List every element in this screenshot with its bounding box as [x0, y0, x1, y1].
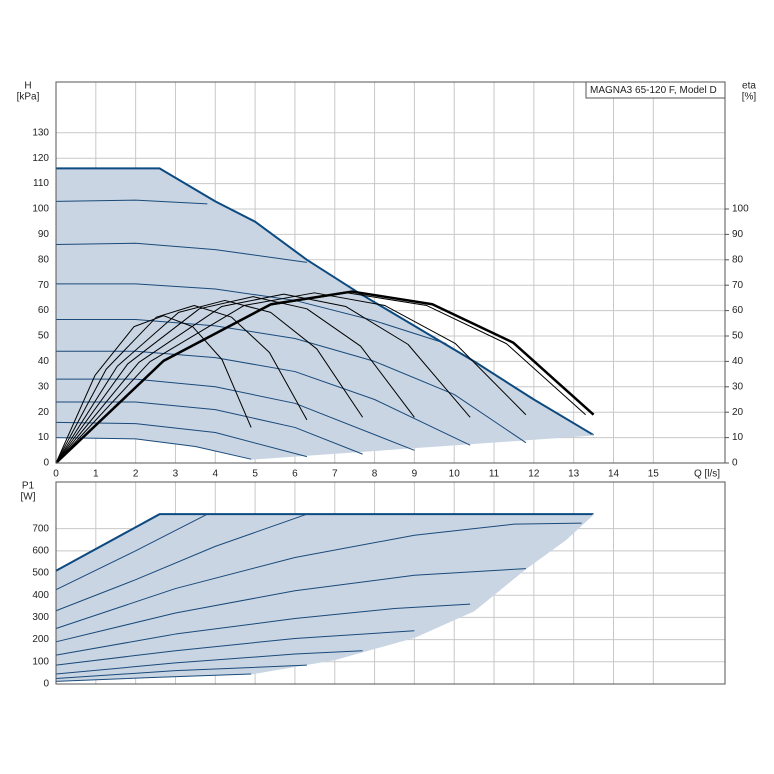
y-axis-label: H — [24, 81, 31, 92]
x-tick-label: 1 — [93, 469, 99, 480]
y2-tick-label: 70 — [732, 280, 744, 291]
curve — [56, 318, 527, 444]
y-tick-label: 500 — [32, 568, 49, 579]
plot-frame — [55, 481, 726, 685]
x-tick-label: 13 — [568, 469, 580, 480]
curve — [55, 421, 308, 458]
y2-axis-label: [%] — [742, 92, 757, 103]
y2-tick-label: 50 — [732, 331, 744, 342]
curve — [55, 513, 594, 572]
operating-range — [56, 514, 594, 682]
curve — [56, 350, 471, 446]
y-tick-label: 400 — [32, 590, 49, 601]
x-tick-label: 7 — [332, 469, 338, 480]
y-tick-label: 80 — [38, 254, 50, 265]
curve — [56, 167, 595, 436]
y-tick-label: 40 — [38, 356, 50, 367]
x-tick-label: 14 — [608, 469, 620, 480]
y-tick-label: 70 — [38, 280, 50, 291]
y2-tick-label: 90 — [732, 229, 744, 240]
y2-tick-label: 20 — [732, 407, 744, 418]
curve — [55, 199, 208, 205]
y-tick-label: 0 — [43, 679, 49, 690]
curve — [55, 242, 307, 263]
curve — [251, 513, 594, 675]
x-tick-label: 5 — [252, 469, 258, 480]
x-tick-label: 12 — [528, 469, 540, 480]
x-tick-label: 0 — [53, 469, 59, 480]
x-tick-label: 10 — [449, 469, 461, 480]
curve — [55, 522, 582, 629]
y-tick-label: 120 — [32, 153, 49, 164]
y-tick-label: 50 — [38, 331, 50, 342]
curve — [56, 283, 447, 345]
curve — [56, 401, 363, 455]
curve — [251, 434, 594, 460]
y-tick-label: 20 — [38, 407, 50, 418]
y2-tick-label: 30 — [732, 381, 744, 392]
curve — [55, 673, 252, 682]
x-tick-label: 9 — [412, 469, 418, 480]
y-axis-label: [W] — [21, 492, 36, 503]
curve — [55, 299, 364, 464]
y-tick-label: 100 — [32, 656, 49, 667]
y-tick-label: 700 — [32, 523, 49, 534]
curve — [55, 664, 307, 679]
x-tick-label: 3 — [173, 469, 179, 480]
y2-tick-label: 100 — [732, 204, 749, 215]
y-tick-label: 200 — [32, 634, 49, 645]
y2-tick-label: 80 — [732, 254, 744, 265]
x-tick-label: 11 — [489, 469, 500, 480]
curve — [55, 315, 252, 464]
curve — [55, 292, 527, 464]
curve — [55, 568, 526, 643]
y2-tick-label: 10 — [732, 432, 744, 443]
y-tick-label: 100 — [32, 204, 49, 215]
y-tick-label: 60 — [38, 305, 50, 316]
curve — [55, 650, 363, 675]
x-axis-label: Q [l/s] — [694, 469, 720, 480]
curve — [55, 296, 415, 464]
y2-tick-label: 40 — [732, 356, 744, 367]
y-tick-label: 10 — [38, 432, 50, 443]
x-tick-label: 4 — [213, 469, 219, 480]
operating-range — [56, 168, 594, 460]
y-tick-label: 600 — [32, 545, 49, 556]
y-tick-label: 0 — [43, 458, 49, 469]
curve — [55, 513, 308, 612]
curve — [55, 437, 252, 460]
curve — [55, 290, 595, 464]
y2-axis-label: eta — [742, 81, 756, 92]
title-box — [585, 81, 726, 99]
curve — [55, 513, 208, 591]
curve — [55, 630, 415, 666]
x-tick-label: 2 — [133, 469, 139, 480]
x-tick-label: 8 — [372, 469, 378, 480]
y-axis-label: [kPa] — [17, 92, 40, 103]
curve — [55, 305, 308, 464]
y-axis-label: P1 — [22, 481, 35, 492]
curve — [55, 293, 471, 464]
y2-tick-label: 60 — [732, 305, 744, 316]
y-tick-label: 30 — [38, 381, 50, 392]
x-tick-label: 15 — [648, 469, 660, 480]
y-tick-label: 130 — [32, 127, 49, 138]
x-tick-label: 6 — [292, 469, 298, 480]
y-tick-label: 90 — [38, 229, 50, 240]
y2-tick-label: 0 — [732, 458, 738, 469]
y-tick-label: 300 — [32, 612, 49, 623]
curve — [55, 603, 471, 656]
chart-title: MAGNA3 65-120 F, Model D — [590, 85, 717, 96]
plot-frame — [55, 81, 726, 464]
y-tick-label: 110 — [33, 178, 49, 189]
